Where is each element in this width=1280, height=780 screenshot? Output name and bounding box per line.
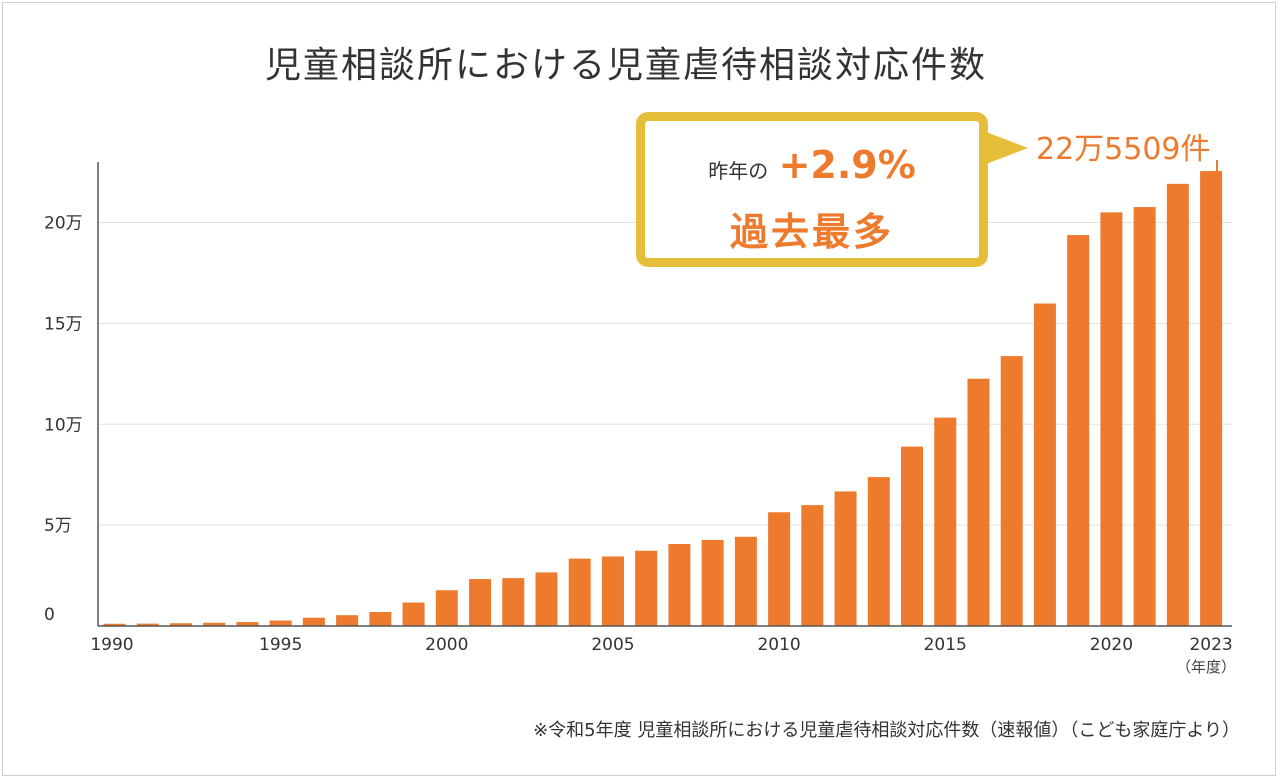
- bar: [701, 539, 724, 626]
- bar: [336, 615, 359, 626]
- bar: [1000, 356, 1023, 626]
- x-tick-label: 2010: [757, 635, 800, 655]
- axes: [97, 162, 1232, 627]
- bars: [103, 171, 1223, 627]
- bar: [768, 512, 791, 626]
- callout-change-line: 昨年の +2.9%: [645, 143, 979, 187]
- bar: [867, 477, 890, 626]
- x-axis-unit-label: （年度）: [1176, 658, 1237, 676]
- bar: [402, 602, 425, 626]
- x-tick-label: 2015: [924, 635, 967, 655]
- bar: [435, 590, 458, 626]
- x-tick-label: 2000: [425, 635, 468, 655]
- bar: [1166, 183, 1189, 627]
- y-tick-label: 15万: [44, 314, 83, 334]
- bar: [601, 556, 624, 626]
- x-tick-label: 2020: [1090, 635, 1133, 655]
- bar: [535, 572, 558, 626]
- x-tick-label: 1995: [259, 635, 302, 655]
- bar: [1067, 235, 1090, 626]
- latest-value-label: 22万5509件: [1036, 132, 1211, 167]
- chart-title: 児童相談所における児童虐待相談対応件数: [264, 45, 987, 86]
- bar: [103, 623, 126, 626]
- bar: [302, 617, 325, 626]
- gridlines: [98, 222, 1232, 526]
- y-tick-label: 0: [44, 605, 55, 625]
- footnote: ※令和5年度 児童相談所における児童虐待相談対応件数（速報値）（こども家庭庁より…: [533, 720, 1240, 741]
- bar: [568, 558, 591, 626]
- bar: [369, 612, 392, 626]
- bar: [236, 622, 259, 626]
- bar: [734, 536, 757, 626]
- bar: [136, 623, 159, 626]
- bar: [901, 446, 924, 626]
- callout-box: 昨年の +2.9% 過去最多: [636, 112, 988, 267]
- bar: [834, 491, 857, 626]
- callout-prefix: 昨年の: [708, 159, 769, 183]
- callout-pointer: [986, 132, 1028, 164]
- bar: [269, 620, 292, 626]
- callout-headline: 過去最多: [729, 210, 894, 254]
- bar: [502, 578, 525, 626]
- bar: [801, 505, 824, 626]
- bar: [1033, 303, 1056, 626]
- callout-change: +2.9%: [778, 143, 916, 187]
- bar: [635, 550, 658, 626]
- bar: [967, 378, 990, 626]
- tick-labels: 0 5万 10万 15万 20万 1990 1995 2000 2005 2010 2015 2020…: [44, 214, 1233, 655]
- y-tick-label: 10万: [44, 415, 83, 435]
- bar: [1133, 207, 1156, 626]
- bar: [203, 622, 226, 626]
- bar: [1200, 171, 1223, 626]
- bar: [169, 623, 192, 626]
- x-tick-label: 1990: [90, 635, 133, 655]
- bar: [469, 579, 492, 626]
- bar: [1100, 212, 1123, 627]
- y-tick-label: 5万: [44, 516, 72, 536]
- x-tick-label: 2023: [1189, 635, 1232, 655]
- x-tick-label: 2005: [591, 635, 634, 655]
- bar: [668, 544, 691, 626]
- y-tick-label: 20万: [44, 214, 83, 234]
- bar: [934, 417, 957, 626]
